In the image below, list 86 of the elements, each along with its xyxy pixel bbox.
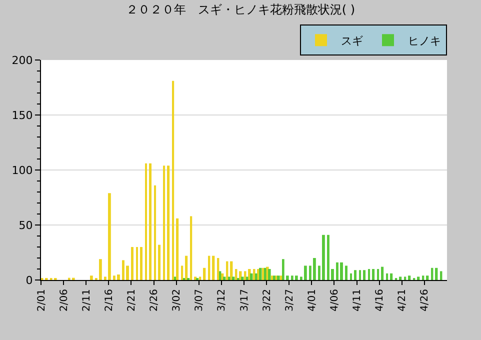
bar <box>181 266 184 280</box>
y-tick-label: 150 <box>12 108 33 122</box>
bar <box>322 234 325 280</box>
bar <box>368 269 370 280</box>
bar <box>354 270 357 280</box>
x-tick-label: 2/16 <box>104 289 115 312</box>
bar <box>176 218 179 280</box>
legend-label: スギ <box>341 34 363 48</box>
bar <box>340 262 343 280</box>
bar <box>172 80 174 280</box>
bar <box>426 276 429 280</box>
x-tick-label: 3/12 <box>216 289 228 312</box>
bar <box>149 163 152 280</box>
bar <box>404 276 406 280</box>
x-tick-label: 4/16 <box>374 289 386 312</box>
bar <box>185 256 188 280</box>
bar <box>435 268 438 280</box>
bar <box>440 271 442 280</box>
x-tick-label: 3/17 <box>239 289 250 312</box>
bar <box>154 185 156 280</box>
bar <box>190 216 192 280</box>
bar <box>99 259 102 280</box>
bar <box>345 266 348 280</box>
bar <box>145 163 148 280</box>
bar <box>212 256 215 280</box>
x-tick-label: 3/07 <box>194 289 206 312</box>
y-tick-label: 100 <box>12 164 33 177</box>
bar <box>408 276 411 280</box>
bar <box>417 276 420 280</box>
bar <box>90 276 93 280</box>
bar <box>199 276 202 280</box>
bar <box>203 268 206 280</box>
bar <box>140 247 142 280</box>
bar <box>246 276 248 280</box>
bar <box>108 193 111 280</box>
bar <box>268 269 271 280</box>
y-tick-label: 200 <box>12 54 33 67</box>
bar <box>372 269 375 280</box>
bar <box>235 269 238 280</box>
x-tick-label: 4/21 <box>397 289 408 312</box>
x-tick-label: 3/27 <box>284 289 296 312</box>
bar <box>350 273 352 280</box>
bar <box>217 258 220 280</box>
bar <box>223 276 226 280</box>
legend-label: ヒノキ <box>408 34 441 48</box>
bar <box>386 273 388 280</box>
x-tick-label: 3/02 <box>172 289 183 312</box>
bar <box>163 166 166 280</box>
bar <box>131 247 134 280</box>
bar <box>228 276 230 280</box>
bar <box>295 276 298 280</box>
x-tick-label: 4/11 <box>352 289 364 312</box>
x-tick-label: 2/21 <box>126 289 138 312</box>
bar <box>377 269 380 280</box>
x-tick-label: 2/11 <box>81 289 92 312</box>
bar <box>241 276 244 280</box>
chart-title: ２０２０年 スギ・ヒノキ花粉飛散状況( ) <box>126 2 356 16</box>
x-tick-label: 2/06 <box>58 289 70 312</box>
bar <box>313 258 316 280</box>
y-tick-label: 50 <box>18 218 33 232</box>
bar <box>381 266 384 280</box>
bar <box>359 270 362 280</box>
bar <box>232 276 235 280</box>
bar <box>390 273 393 280</box>
bar <box>174 276 176 280</box>
bar <box>399 276 402 280</box>
bar <box>158 244 161 280</box>
bar <box>363 270 366 280</box>
x-tick-label: 4/01 <box>306 289 318 312</box>
bar <box>422 276 424 280</box>
bar <box>219 271 222 280</box>
bar <box>208 256 210 280</box>
bar <box>431 268 434 280</box>
y-tick-label: 0 <box>26 274 33 287</box>
bar <box>167 166 170 280</box>
bar <box>226 261 228 280</box>
bar <box>136 247 138 280</box>
x-tick-label: 2/26 <box>149 289 160 312</box>
bar <box>253 269 256 280</box>
bar <box>250 273 253 280</box>
x-tick-label: 2/01 <box>36 289 48 312</box>
x-tick-label: 4/26 <box>420 289 431 312</box>
bar <box>304 266 307 280</box>
x-tick-label: 3/22 <box>262 289 273 312</box>
bar <box>117 274 120 280</box>
x-tick-label: 4/06 <box>329 289 340 312</box>
